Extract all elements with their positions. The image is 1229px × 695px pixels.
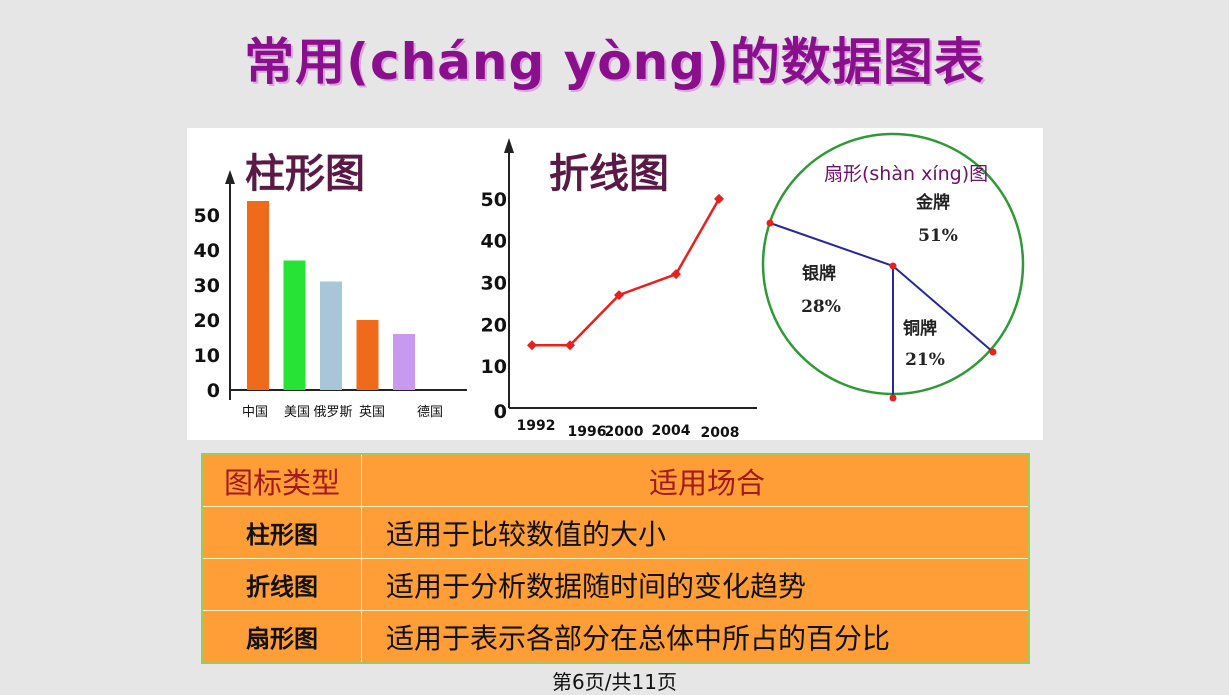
pie-point <box>989 348 997 356</box>
table-row: 折线图 适用于分析数据随时间的变化趋势 <box>201 558 1030 611</box>
line-x-tick-label: 2000 <box>605 424 644 440</box>
table-header-row: 图标类型 适用场合 <box>201 453 1030 507</box>
slide-title: 常用(cháng yòng)的数据图表 <box>244 33 985 91</box>
bar-y-tick-label: 10 <box>194 345 220 367</box>
bar-y-tick-label: 20 <box>194 310 220 332</box>
line-x-tick-label: 2008 <box>701 425 740 440</box>
bar-y-tick-label: 40 <box>194 240 220 262</box>
line-x-tick-label: 2004 <box>652 423 691 439</box>
bar-x-tick-label: 英国 <box>359 405 385 420</box>
table-cell-usage: 适用于比较数值的大小 <box>361 506 1030 559</box>
pie-slice-percent: 28% <box>801 297 841 317</box>
bar-y-axis-arrow <box>225 170 235 184</box>
line-point <box>614 290 624 301</box>
bar-y-tick-label: 30 <box>194 275 220 297</box>
bar-y-tick-label: 0 <box>207 380 220 402</box>
bar <box>247 201 269 390</box>
line-x-tick-label: 1996 <box>568 424 607 440</box>
pie-point <box>889 394 897 402</box>
line-y-tick-label: 30 <box>481 273 507 295</box>
table-row: 扇形图 适用于表示各部分在总体中所占的百分比 <box>201 610 1030 664</box>
line-y-tick-label: 40 <box>481 231 507 253</box>
line-point <box>671 269 681 280</box>
charts-panel: 柱形图 0 10 20 30 40 50 中国 美国 俄罗斯 英国 德国 折线图 0 10 20 30 4… <box>187 128 1043 440</box>
pie-slice-label: 金牌 <box>915 192 950 213</box>
line-series-path <box>532 198 721 347</box>
line-y-tick-label: 20 <box>481 314 507 336</box>
line-point <box>714 193 724 204</box>
table-cell-type: 折线图 <box>201 558 362 611</box>
line-chart-title: 折线图 <box>549 151 669 197</box>
pie-slice-divider <box>892 265 994 353</box>
table-cell-usage: 适用于表示各部分在总体中所占的百分比 <box>361 610 1030 664</box>
bar-x-tick-label: 美国 <box>284 405 310 420</box>
bar-y-tick-label: 50 <box>194 205 220 227</box>
pie-chart-title: 扇形(shàn xíng)图 <box>824 163 988 185</box>
pie-slice-label: 铜牌 <box>903 318 937 339</box>
line-point <box>527 340 537 351</box>
pie-center-point <box>889 262 897 270</box>
line-y-tick-label: 0 <box>494 401 507 423</box>
line-x-tick-label: 1992 <box>517 418 556 434</box>
line-point <box>565 340 575 351</box>
pie-point <box>766 219 774 227</box>
bar-x-tick-label: 德国 <box>417 405 443 420</box>
bar-chart: 柱形图 0 10 20 30 40 50 中国 美国 俄罗斯 英国 德国 <box>194 151 467 420</box>
pie-chart: 扇形(shàn xíng)图 金牌 51% 银牌 28% 铜牌 21% <box>761 132 1025 402</box>
line-y-axis-arrow <box>504 138 514 153</box>
chart-usage-table: 图标类型 适用场合 柱形图 适用于比较数值的大小 折线图 适用于分析数据随时间的… <box>201 453 1030 664</box>
bar <box>393 334 415 390</box>
page-number: 第6页/共11页 <box>552 670 677 694</box>
table-header-type: 图标类型 <box>201 453 362 507</box>
bar-chart-title: 柱形图 <box>245 151 365 197</box>
pie-slice-percent: 21% <box>905 350 945 370</box>
pie-slice-divider <box>769 222 894 267</box>
bar-x-tick-label: 中国 <box>242 405 268 420</box>
table-row: 柱形图 适用于比较数值的大小 <box>201 506 1030 559</box>
bar <box>320 281 342 390</box>
table-cell-type: 扇形图 <box>201 610 362 664</box>
bar <box>283 260 306 390</box>
bar-x-tick-label: 俄罗斯 <box>313 405 352 420</box>
pie-slice-label: 银牌 <box>802 263 836 284</box>
table-cell-type: 柱形图 <box>201 506 362 559</box>
table-header-usage: 适用场合 <box>361 453 1030 507</box>
line-y-tick-label: 50 <box>481 189 507 211</box>
line-y-tick-label: 10 <box>481 356 507 378</box>
charts-svg: 柱形图 0 10 20 30 40 50 中国 美国 俄罗斯 英国 德国 折线图 0 10 20 30 4… <box>194 132 1025 440</box>
pie-slice-percent: 51% <box>918 226 958 246</box>
bar <box>356 320 379 390</box>
table-cell-usage: 适用于分析数据随时间的变化趋势 <box>361 558 1030 611</box>
